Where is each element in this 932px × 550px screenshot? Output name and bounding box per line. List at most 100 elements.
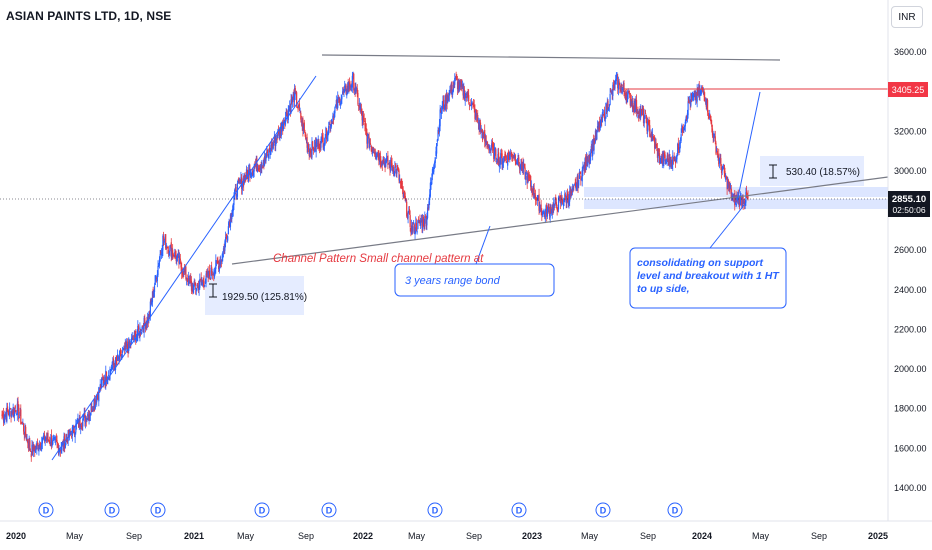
candle-body (322, 137, 324, 148)
candle-body (4, 414, 6, 421)
candle-body (396, 165, 398, 174)
candle-body (156, 277, 158, 280)
candle-body (589, 156, 591, 160)
candle-body (516, 163, 519, 165)
candle-body (647, 121, 649, 133)
candle-body (508, 154, 510, 160)
candle-body (224, 237, 227, 244)
candle-body (612, 84, 614, 97)
candle-body (554, 199, 556, 207)
candle-body (463, 90, 466, 100)
candle-body (172, 254, 174, 256)
currency-button[interactable]: INR (891, 6, 923, 28)
candle-body (120, 350, 122, 357)
candle-body (672, 157, 675, 159)
candle-body (454, 77, 456, 85)
candle-body (9, 408, 11, 409)
candle-body (150, 300, 152, 303)
candle-body (442, 101, 444, 106)
candle-body (651, 133, 654, 141)
candle-body (636, 111, 638, 114)
candle-body (273, 136, 275, 142)
candle-body (261, 166, 264, 168)
dividend-marker-label: D (326, 506, 333, 516)
candle-body (633, 106, 635, 111)
price-tick-label: 3000.00 (894, 166, 927, 176)
candle-body (71, 436, 73, 438)
candle-body (206, 271, 208, 276)
candle-body (404, 195, 406, 202)
candle-body (84, 416, 87, 424)
candle-body (583, 166, 585, 168)
candle-body (90, 404, 92, 411)
candle-body (719, 157, 721, 162)
candle-body (218, 265, 220, 270)
candle-body (612, 84, 615, 86)
candle-body (720, 167, 723, 174)
candle-body (22, 423, 25, 432)
candle-body (380, 159, 382, 165)
candle-body (39, 442, 41, 449)
candle-body (54, 437, 56, 439)
candle-body (269, 153, 271, 155)
candle-body (583, 165, 585, 171)
candle-body (663, 153, 666, 157)
candle-body (239, 179, 241, 184)
candle-body (238, 181, 241, 183)
candle-body (601, 117, 603, 122)
candle-body (307, 144, 310, 150)
candle-body (310, 153, 312, 156)
candle-body (544, 212, 546, 217)
candle-body (486, 141, 488, 143)
candle-body (738, 196, 740, 205)
candle-body (81, 426, 83, 428)
candle-body (27, 439, 29, 444)
candle-body (140, 332, 142, 334)
candle-body (252, 169, 254, 175)
candle-body (413, 222, 415, 224)
measure-box-down (760, 156, 864, 186)
candle-body (369, 143, 372, 145)
candle-body (622, 88, 624, 91)
candle-body (82, 418, 84, 427)
countdown-label: 02:50:06 (892, 205, 925, 215)
candle-body (95, 400, 97, 403)
candle-body (356, 88, 358, 95)
candle-body (393, 173, 395, 175)
candle-body (736, 197, 738, 201)
candle-body (408, 211, 410, 213)
candle-body (389, 164, 391, 171)
candle-body (690, 93, 692, 106)
candle-body (148, 311, 150, 321)
candle-body (172, 249, 174, 256)
candle-body (436, 143, 438, 154)
candle-body (324, 139, 326, 144)
candle-body (72, 424, 74, 430)
candle-body (151, 301, 153, 305)
candle-body (576, 183, 578, 190)
candle-body (105, 370, 107, 385)
candle-body (99, 384, 101, 389)
candle-body (286, 110, 288, 116)
candle-body (314, 141, 317, 150)
candle-body (207, 270, 209, 278)
candle-body (621, 84, 623, 88)
candle-body (223, 249, 225, 251)
candle-body (677, 143, 679, 149)
price-tick-label: 2600.00 (894, 245, 927, 255)
candle-body (500, 153, 503, 156)
candle-body (550, 206, 552, 214)
candle-body (257, 167, 259, 172)
candle-body (376, 153, 379, 156)
candle-body (650, 135, 652, 137)
candle-body (679, 142, 682, 144)
current-price-label: 2855.10 (892, 194, 926, 205)
candle-body (491, 141, 493, 148)
candle-body (727, 180, 730, 188)
candle-body (689, 100, 691, 105)
candle-body (174, 252, 176, 257)
candle-body (549, 207, 551, 218)
candle-body (553, 203, 555, 210)
